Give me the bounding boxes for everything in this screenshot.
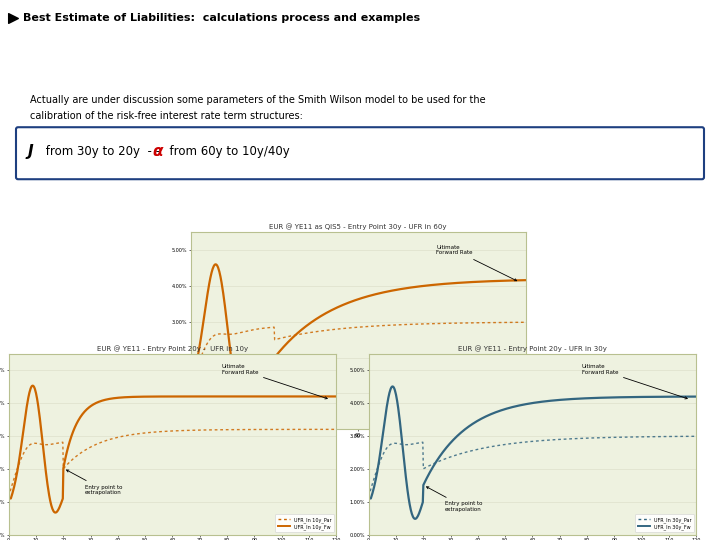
Text: from 30y to 20y  - -: from 30y to 20y - - <box>42 145 160 158</box>
Text: calibration of the risk-free interest rate term structures:: calibration of the risk-free interest ra… <box>30 111 303 121</box>
Legend: UFR_In 30y_Par, UFR_In 30y_Fw: UFR_In 30y_Par, UFR_In 30y_Fw <box>635 515 694 532</box>
Text: J: J <box>28 144 34 159</box>
Text: Entry point to
extrapolation: Entry point to extrapolation <box>66 470 122 496</box>
Text: Ultimate
Forward Rate: Ultimate Forward Rate <box>222 364 328 399</box>
Text: from 60y to 10y/40y: from 60y to 10y/40y <box>162 145 289 158</box>
Title: EUR @ YE11 - Entry Point 20y - UFR in 30y: EUR @ YE11 - Entry Point 20y - UFR in 30… <box>458 345 607 352</box>
Text: Ultimate
Forward Rate: Ultimate Forward Rate <box>582 364 688 399</box>
Legend: EP30y_Par, EP30y_Fw: EP30y_Par, EP30y_Fw <box>477 409 523 427</box>
Text: Ultimate
Forward Rate: Ultimate Forward Rate <box>436 245 517 281</box>
FancyBboxPatch shape <box>16 127 704 179</box>
Title: EUR @ YE11 as QIS5 - Entry Point 30y - UFR in 60y: EUR @ YE11 as QIS5 - Entry Point 30y - U… <box>269 224 447 231</box>
Text: α: α <box>152 144 163 159</box>
Text: Entry point to
extrapolation: Entry point to extrapolation <box>426 487 482 512</box>
Title: EUR @ YE11 - Entry Point 20y -  UFR in 10y: EUR @ YE11 - Entry Point 20y - UFR in 10… <box>97 345 248 352</box>
Text: Extrapolation – From QIS5 to new industry proposal: Extrapolation – From QIS5 to new industr… <box>13 48 497 66</box>
Text: Actually are under discussion some parameters of the Smith Wilson model to be us: Actually are under discussion some param… <box>30 95 485 105</box>
Text: 62: 62 <box>697 52 709 62</box>
Text: Best Estimate of Liabilities:  calculations process and examples: Best Estimate of Liabilities: calculatio… <box>23 14 420 23</box>
Text: Entry point to
extrapolation: Entry point to extrapolation <box>278 359 334 386</box>
Legend: UFR_In 10y_Par, UFR_In 10y_Fw: UFR_In 10y_Par, UFR_In 10y_Fw <box>275 515 334 532</box>
